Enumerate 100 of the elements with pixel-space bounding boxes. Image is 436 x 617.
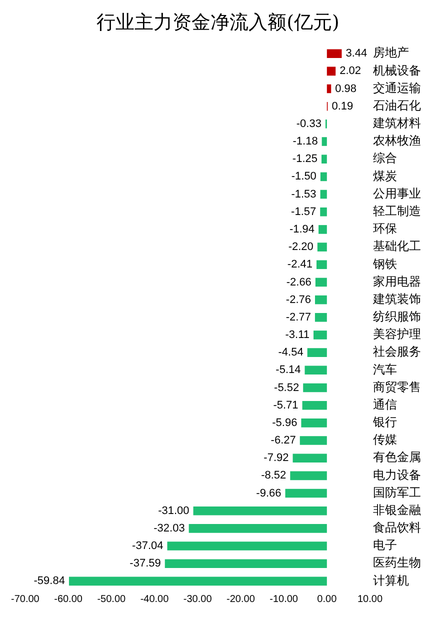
bar (193, 506, 327, 516)
data-label: -59.84 (34, 575, 65, 588)
y-tick-label: 食品饮料 (373, 520, 421, 535)
bar (320, 172, 327, 182)
bar (326, 49, 342, 58)
bar (301, 418, 327, 428)
y-tick-label: 家用电器 (373, 274, 421, 288)
y-tick-label: 环保 (373, 222, 397, 236)
bar (317, 242, 327, 252)
data-label: -1.25 (292, 153, 318, 166)
x-tick-label: -70.00 (11, 594, 40, 605)
bar (320, 207, 327, 216)
bar (304, 366, 327, 375)
data-label: -5.71 (273, 399, 298, 412)
bar (303, 383, 327, 392)
y-tick-label: 商贸零售 (373, 380, 421, 394)
y-tick-label: 房地产 (373, 46, 409, 60)
y-tick-label: 汽车 (373, 362, 397, 376)
x-tick-label: 0.00 (317, 594, 338, 605)
bar (318, 225, 327, 234)
data-label: 3.44 (346, 48, 368, 60)
y-tick-label: 电力设备 (373, 468, 421, 482)
bar (164, 559, 327, 568)
y-tick-label: 电子 (373, 538, 397, 552)
data-label: -9.66 (256, 487, 282, 500)
y-tick-label: 煤炭 (373, 168, 397, 183)
bar (320, 190, 327, 199)
data-label: -37.04 (132, 540, 164, 552)
data-label: -6.27 (270, 434, 296, 447)
data-label: -1.18 (292, 136, 318, 148)
chart-title: 行业主力资金净流入额(亿元) (96, 11, 340, 34)
data-label: -2.41 (287, 258, 313, 271)
y-tick-label: 医药生物 (373, 556, 421, 570)
data-label: -32.03 (154, 522, 185, 534)
data-label: -2.77 (286, 311, 311, 324)
data-label: -5.52 (274, 382, 300, 394)
bar (188, 524, 327, 533)
x-tick-label: -40.00 (140, 594, 170, 605)
data-label: -2.76 (286, 294, 311, 306)
data-label: -3.11 (285, 329, 310, 342)
y-tick-label: 交通运输 (373, 80, 421, 95)
data-label: -2.66 (286, 276, 312, 288)
x-tick-label: 10.00 (357, 594, 383, 605)
data-label: -37.59 (130, 558, 161, 570)
data-label: -0.33 (296, 118, 322, 130)
data-label: 0.98 (335, 82, 357, 95)
y-tick-label: 综合 (373, 151, 397, 166)
x-tick-label: -10.00 (270, 594, 298, 605)
y-tick-label: 传媒 (373, 432, 397, 447)
data-label: -1.50 (291, 170, 316, 183)
data-label: -31.00 (158, 504, 190, 517)
bar (307, 348, 327, 357)
y-tick-label: 通信 (373, 397, 397, 412)
bar (68, 576, 327, 586)
data-label: -2.20 (288, 241, 314, 254)
x-tick-label: -30.00 (183, 594, 212, 605)
bar (316, 260, 327, 270)
x-tick-label: -20.00 (226, 594, 256, 605)
bar (315, 295, 327, 304)
y-tick-label: 基础化工 (373, 239, 421, 254)
bar (314, 313, 327, 322)
bar (326, 84, 332, 94)
y-tick-label: 农林牧渔 (373, 134, 421, 148)
y-tick-label: 石油石化 (373, 98, 421, 112)
bar (326, 66, 336, 76)
data-label: -7.92 (264, 452, 289, 464)
y-tick-label: 计算机 (373, 573, 409, 588)
bar (300, 436, 327, 445)
x-tick-label: -60.00 (54, 594, 83, 605)
bar (290, 471, 327, 480)
bar (167, 542, 327, 550)
data-label: -1.94 (289, 223, 315, 236)
bar (322, 154, 327, 164)
y-tick-label: 纺织服饰 (373, 310, 421, 324)
data-label: 0.19 (332, 100, 354, 112)
y-tick-label: 建筑材料 (372, 116, 421, 130)
data-label: -4.54 (278, 346, 304, 359)
data-label: 2.02 (340, 65, 362, 78)
y-tick-label: 有色金属 (373, 450, 421, 464)
data-label: -5.14 (276, 364, 301, 376)
data-label: -1.53 (291, 188, 316, 200)
bar (285, 488, 327, 498)
bar (302, 400, 327, 410)
y-tick-label: 机械设备 (373, 63, 421, 78)
bar (292, 454, 327, 462)
y-tick-label: 银行 (372, 415, 397, 430)
y-tick-label: 非银金融 (373, 502, 421, 517)
bar (315, 278, 327, 287)
y-tick-label: 公用事业 (373, 186, 421, 200)
data-label: -5.96 (272, 416, 298, 429)
y-tick-label: 建筑装饰 (372, 292, 421, 306)
bar (322, 137, 327, 146)
y-tick-label: 轻工制造 (373, 204, 421, 218)
y-tick-label: 社会服务 (373, 344, 421, 359)
data-label: -1.57 (291, 206, 316, 218)
data-label: -8.52 (261, 470, 286, 482)
bar (313, 330, 327, 340)
y-tick-label: 国防军工 (373, 485, 421, 500)
y-tick-label: 美容护理 (373, 327, 421, 342)
x-tick-label: -50.00 (97, 594, 126, 605)
